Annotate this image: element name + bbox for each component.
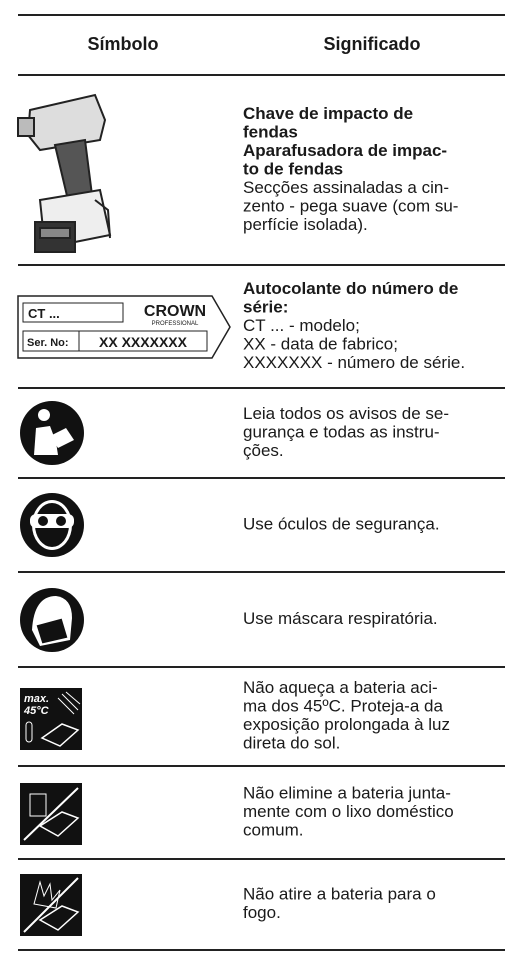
label-serial-label: Ser. No:	[27, 337, 69, 349]
label-serial: XX XXXXXXX	[99, 334, 188, 350]
meaning-text: CT ... - modelo;	[243, 316, 360, 335]
meaning-text: Não elimine a bateria junta-	[243, 783, 451, 802]
meaning-text: ma dos 45ºC. Proteja-a da	[243, 697, 443, 716]
heat-icon: max. 45°C	[20, 688, 82, 750]
meaning-title: Chave de impacto de	[243, 104, 413, 123]
disposal-icon	[20, 783, 82, 845]
meaning-text: comum.	[243, 820, 303, 839]
meaning-text: mente com o lixo doméstico	[243, 802, 454, 821]
meaning-text: direta do sol.	[243, 734, 340, 753]
meaning-title: Autocolante do número de	[243, 279, 458, 298]
read-manual-icon	[20, 401, 84, 465]
heat-icon-text: max.	[24, 693, 49, 705]
heat-icon-text: 45°C	[23, 705, 50, 717]
label-brand: CROWN	[144, 303, 206, 320]
meaning-title: série:	[243, 297, 288, 316]
serial-label-icon: CT ... CROWN PROFESSIONAL Ser. No: XX XX…	[17, 295, 231, 359]
meaning-text: Secções assinaladas a cin-	[243, 178, 449, 197]
meaning-text: XX - data de fabrico;	[243, 334, 398, 353]
meaning-text: Leia todos os avisos de se-	[243, 404, 449, 423]
meaning-text: Não aqueça a bateria aci-	[243, 678, 438, 697]
meaning-text: Use óculos de segurança.	[243, 514, 440, 533]
goggles-icon	[20, 493, 84, 557]
meaning-title: fendas	[243, 122, 298, 141]
mask-icon	[20, 588, 84, 652]
meaning-text: perfície isolada).	[243, 215, 368, 234]
label-brand-sub: PROFESSIONAL	[152, 321, 199, 327]
meaning-text: ções.	[243, 441, 284, 460]
meaning-text: zento - pega suave (com su-	[243, 196, 458, 215]
meaning-text: gurança e todas as instru-	[243, 422, 440, 441]
meaning-title: Aparafusadora de impac-	[243, 141, 447, 160]
header-symbol: Símbolo	[88, 34, 159, 54]
meaning-text: fogo.	[243, 903, 281, 922]
drill-icon	[17, 93, 112, 253]
header-meaning: Significado	[323, 34, 420, 54]
meaning-title: to de fendas	[243, 159, 343, 178]
meaning-text: Não atire a bateria para o	[243, 885, 436, 904]
meaning-text: XXXXXXX - número de série.	[243, 353, 465, 372]
meaning-text: exposição prolongada à luz	[243, 715, 450, 734]
label-model: CT ...	[28, 306, 60, 321]
fire-icon	[20, 874, 82, 936]
meaning-text: Use máscara respiratória.	[243, 609, 438, 628]
